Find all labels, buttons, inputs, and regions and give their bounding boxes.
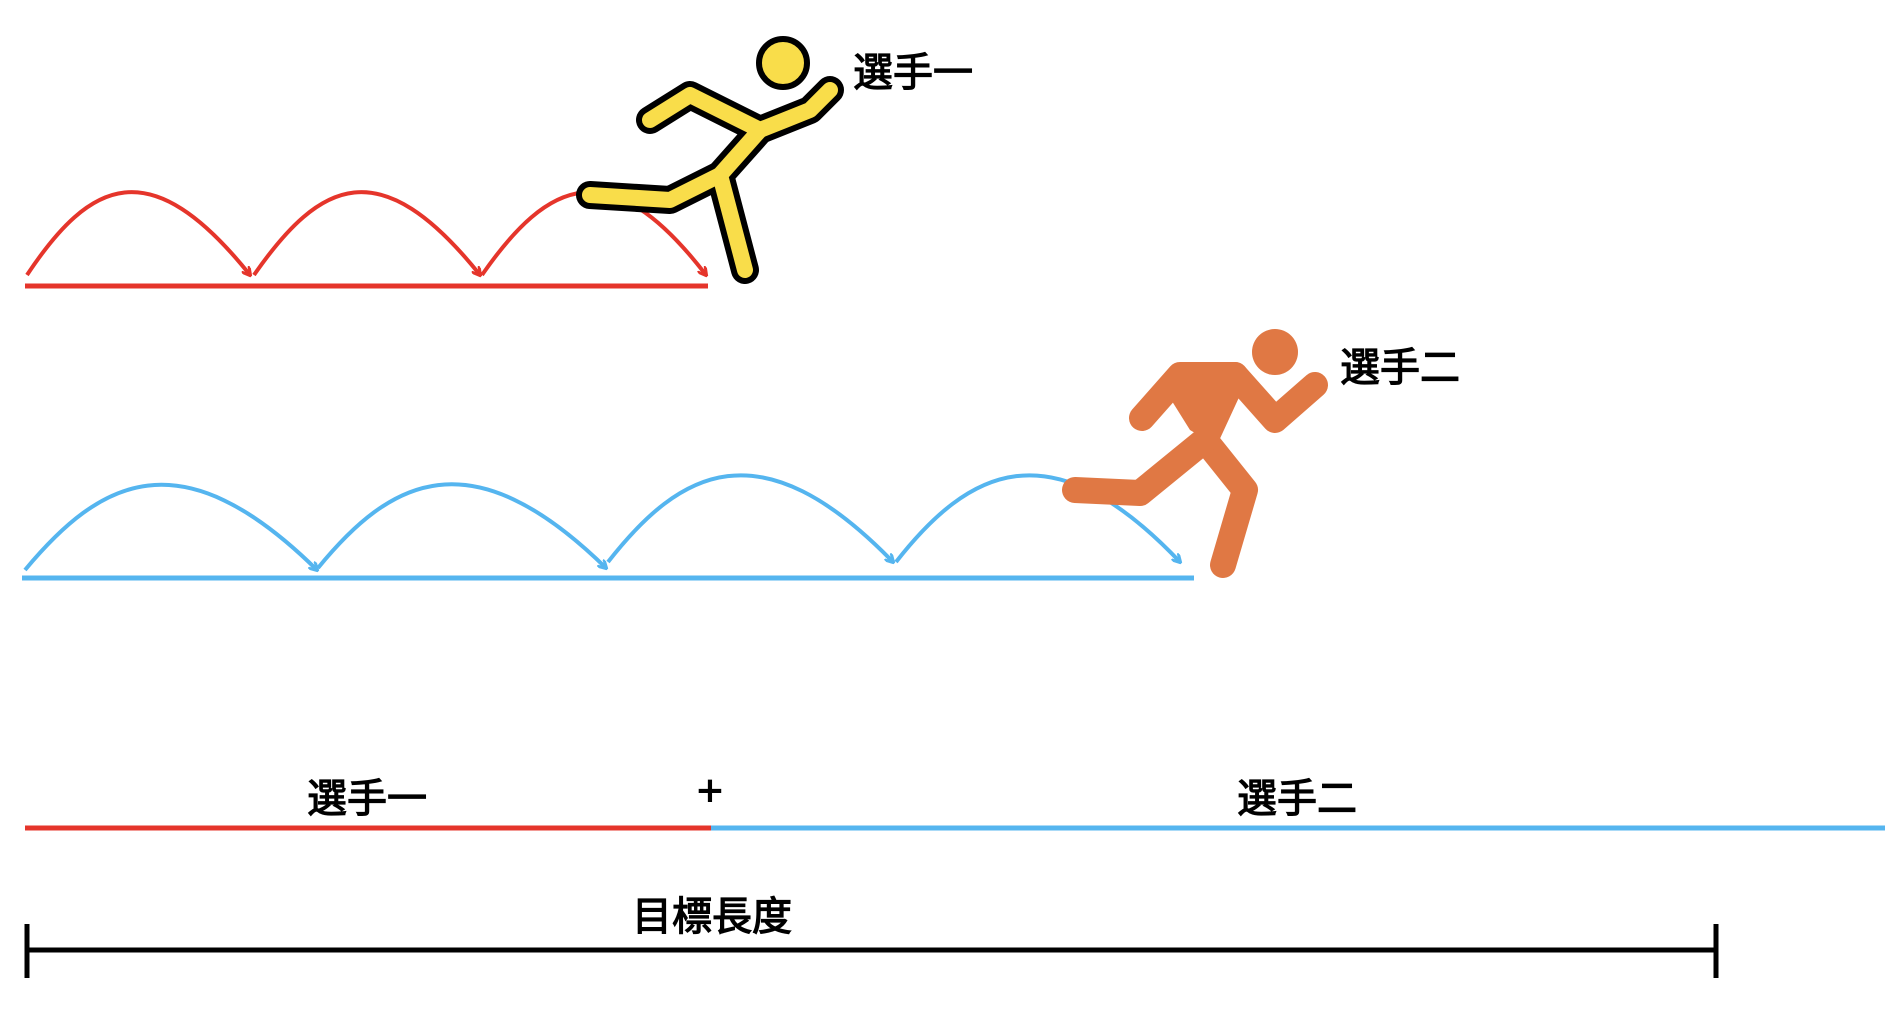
player1-hop-2 bbox=[252, 190, 480, 275]
player1-track bbox=[25, 190, 708, 289]
player1-runner-label: 選手一 bbox=[853, 50, 973, 96]
combined-length-bar: 選手一 + 選手二 bbox=[25, 770, 1885, 831]
player2-hop-2 bbox=[316, 482, 606, 568]
target-length-ruler: 目標長度 bbox=[24, 894, 1719, 978]
target-length-label: 目標長度 bbox=[632, 894, 792, 940]
player2-hop-3 bbox=[606, 473, 893, 562]
runner-icon-player2 bbox=[1062, 329, 1328, 578]
player2-runner-label: 選手二 bbox=[1340, 345, 1460, 391]
player2-track bbox=[22, 473, 1194, 581]
player2-hop-1 bbox=[23, 482, 317, 570]
runner-icon-player1 bbox=[576, 36, 844, 284]
player1-hop-1 bbox=[25, 190, 250, 275]
player2-hop-4 bbox=[894, 473, 1180, 562]
combined-label-player2: 選手二 bbox=[1237, 776, 1357, 822]
combined-label-player1: 選手一 bbox=[307, 776, 427, 822]
combined-plus: + bbox=[695, 770, 725, 811]
